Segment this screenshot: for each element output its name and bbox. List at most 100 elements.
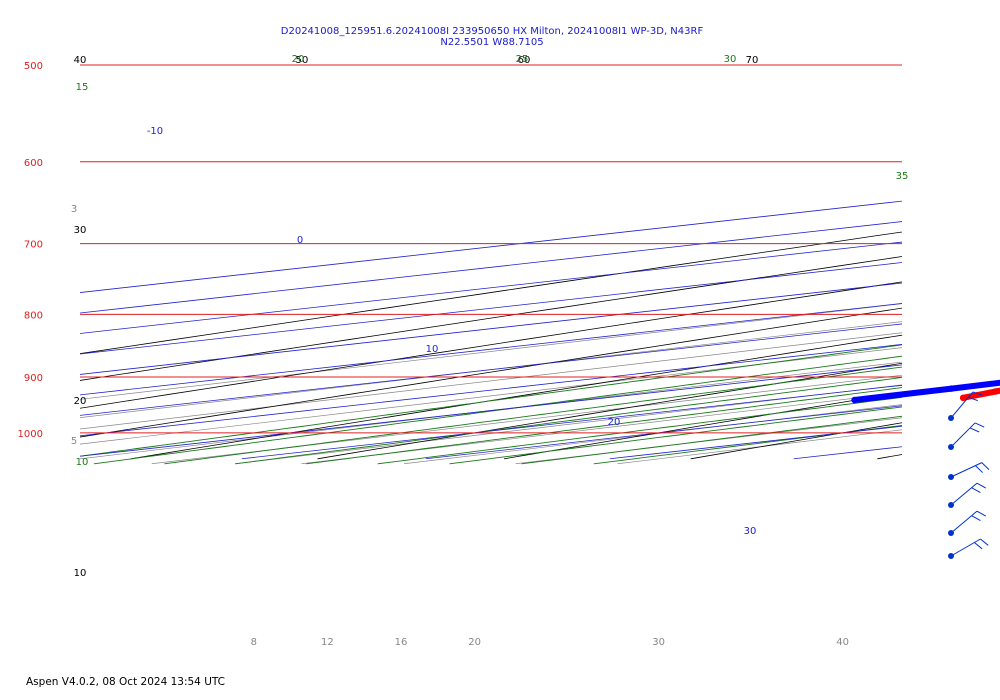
- moist-adiabat-40: [593, 425, 902, 465]
- isotherm-label--10: -10: [147, 126, 163, 137]
- wind-barb-feather-4-1: [971, 515, 981, 521]
- pressure-label-500: 500: [24, 61, 43, 72]
- isotherm-label-10: 10: [426, 344, 439, 355]
- bottom-temp-label-16: 16: [395, 637, 408, 648]
- wind-barb-2: [948, 462, 990, 480]
- wind-barb-staff-0: [950, 391, 974, 419]
- isotherm--30: [80, 282, 902, 375]
- mixing-ratio-label-5: 5: [71, 436, 77, 447]
- isotherm-50: [793, 446, 902, 460]
- dry-adiabat-label-30: 30: [74, 225, 87, 236]
- wind-barb-feather-3-1: [971, 487, 981, 493]
- moist-adiabat-label-35: 35: [896, 171, 909, 182]
- wind-barb-feather-3-0: [976, 482, 987, 489]
- moist-adiabat-label-30: 30: [724, 54, 737, 65]
- dry-adiabat-label-10: 10: [74, 568, 87, 579]
- chart-title-line1: D20241008_125951.6.20241008I 233950650 H…: [281, 26, 704, 37]
- dry-adiabat--10: [80, 281, 902, 409]
- isotherm-label-20: 20: [608, 417, 621, 428]
- temperature-profile-point-0: [959, 394, 967, 401]
- mixing-ratio-line-5: [80, 347, 902, 445]
- moist-adiabat-20: [235, 376, 902, 465]
- wind-barb-feather-0-1: [968, 396, 978, 402]
- dry-adiabat-label-40: 40: [74, 55, 87, 66]
- isotherm-30: [425, 405, 902, 460]
- wind-barb-feather-0-0: [972, 391, 983, 396]
- dry-adiabat-label-20: 20: [74, 396, 87, 407]
- mixing-ratio-line-1: [80, 303, 902, 400]
- bottom-temp-label-8: 8: [251, 637, 257, 648]
- wind-barb-1: [948, 422, 985, 450]
- moist-adiabat-label-10: 10: [76, 457, 89, 468]
- bottom-temp-label-20: 20: [468, 637, 481, 648]
- dewpoint-profile-point-1: [948, 385, 955, 392]
- isotherm-label-30: 30: [744, 526, 757, 537]
- wind-barb-staff-1: [950, 422, 976, 448]
- axis-labels: 500 600 700 800 900 1000 -10 0 10 20 30 10 20 30 40 50 6…: [18, 54, 909, 648]
- moist-adiabat-16: [164, 366, 902, 465]
- wind-barb-feather-1-1: [969, 427, 980, 433]
- wind-barb-feather-2-0: [981, 462, 990, 470]
- wind-barb-5: [948, 538, 989, 559]
- moist-adiabat-label-20: 20: [292, 54, 305, 65]
- dry-adiabat-30: [504, 391, 902, 460]
- isotherms: [80, 200, 902, 460]
- moist-adiabat-label-15: 15: [76, 82, 89, 93]
- wind-barb-feather-5-1: [974, 542, 983, 550]
- pressure-label-900: 900: [24, 373, 43, 384]
- mixing-ratio-line-12: [151, 374, 902, 465]
- wind-barb-staff-4: [950, 510, 978, 534]
- wind-barb-4: [948, 510, 987, 536]
- pressure-lines: [80, 64, 902, 434]
- moist-adiabat-label-25: 25: [516, 54, 529, 65]
- wind-barb-feather-2-1: [975, 465, 983, 473]
- isotherm--40: [80, 262, 902, 355]
- isotherm--70: [80, 200, 902, 293]
- isotherm--60: [80, 221, 902, 314]
- isotherm--10: [80, 323, 902, 416]
- mixing-ratio-line-40: [515, 417, 902, 465]
- isotherm--20: [80, 303, 902, 396]
- isotherm-0: [80, 343, 902, 437]
- dry-adiabat-10: [130, 334, 902, 460]
- wind-barb-3: [948, 482, 987, 508]
- mixing-ratio-line-8: [80, 361, 902, 460]
- wind-barb-staff-3: [950, 482, 978, 506]
- dry-adiabat-label-70: 70: [746, 55, 759, 66]
- isotherm--50: [80, 241, 902, 334]
- wind-barb-staff-5: [950, 538, 981, 557]
- bottom-temp-label-40: 40: [836, 637, 849, 648]
- bottom-temp-label-12: 12: [321, 637, 334, 648]
- moist-adiabat-12: [93, 355, 902, 465]
- wind-barb-staff-2: [950, 462, 983, 478]
- mixing-ratio-lines: [80, 303, 902, 465]
- pressure-label-800: 800: [24, 310, 43, 321]
- wind-barb-feather-5-0: [980, 538, 989, 546]
- moist-adiabat-8: [80, 344, 902, 457]
- dewpoint-profile: [851, 379, 1000, 403]
- moist-adiabat-28: [377, 396, 902, 465]
- sounding-profiles: [851, 379, 1000, 404]
- dry-adiabat--30: [80, 231, 902, 355]
- isotherm-10: [80, 364, 902, 457]
- footer-version: Aspen V4.0.2, 08 Oct 2024 13:54 UTC: [26, 676, 226, 688]
- wind-barb-feather-4-0: [976, 510, 987, 517]
- moist-adiabat-24: [306, 387, 902, 465]
- wind-barb-0: [948, 391, 983, 421]
- temperature-profile-point-1: [992, 388, 999, 395]
- dry-adiabat-label-60: 60: [518, 55, 531, 66]
- dry-adiabat-20: [317, 362, 902, 460]
- dry-adiabat-label-50: 50: [296, 55, 309, 66]
- pressure-label-700: 700: [24, 240, 43, 251]
- wind-barb-feather-1-0: [974, 422, 985, 428]
- chart-title-line2: N22.5501 W88.7105: [440, 37, 543, 48]
- dry-adiabat-0: [80, 307, 902, 438]
- bottom-temp-label-30: 30: [652, 637, 665, 648]
- isotherm-label-0: 0: [297, 235, 303, 246]
- mixing-ratio-line-2: [80, 321, 902, 418]
- wind-barbs: [948, 391, 990, 559]
- pressure-label-600: 600: [24, 158, 43, 169]
- dewpoint-profile-point-0: [851, 396, 858, 404]
- pressure-label-1000: 1000: [18, 429, 43, 440]
